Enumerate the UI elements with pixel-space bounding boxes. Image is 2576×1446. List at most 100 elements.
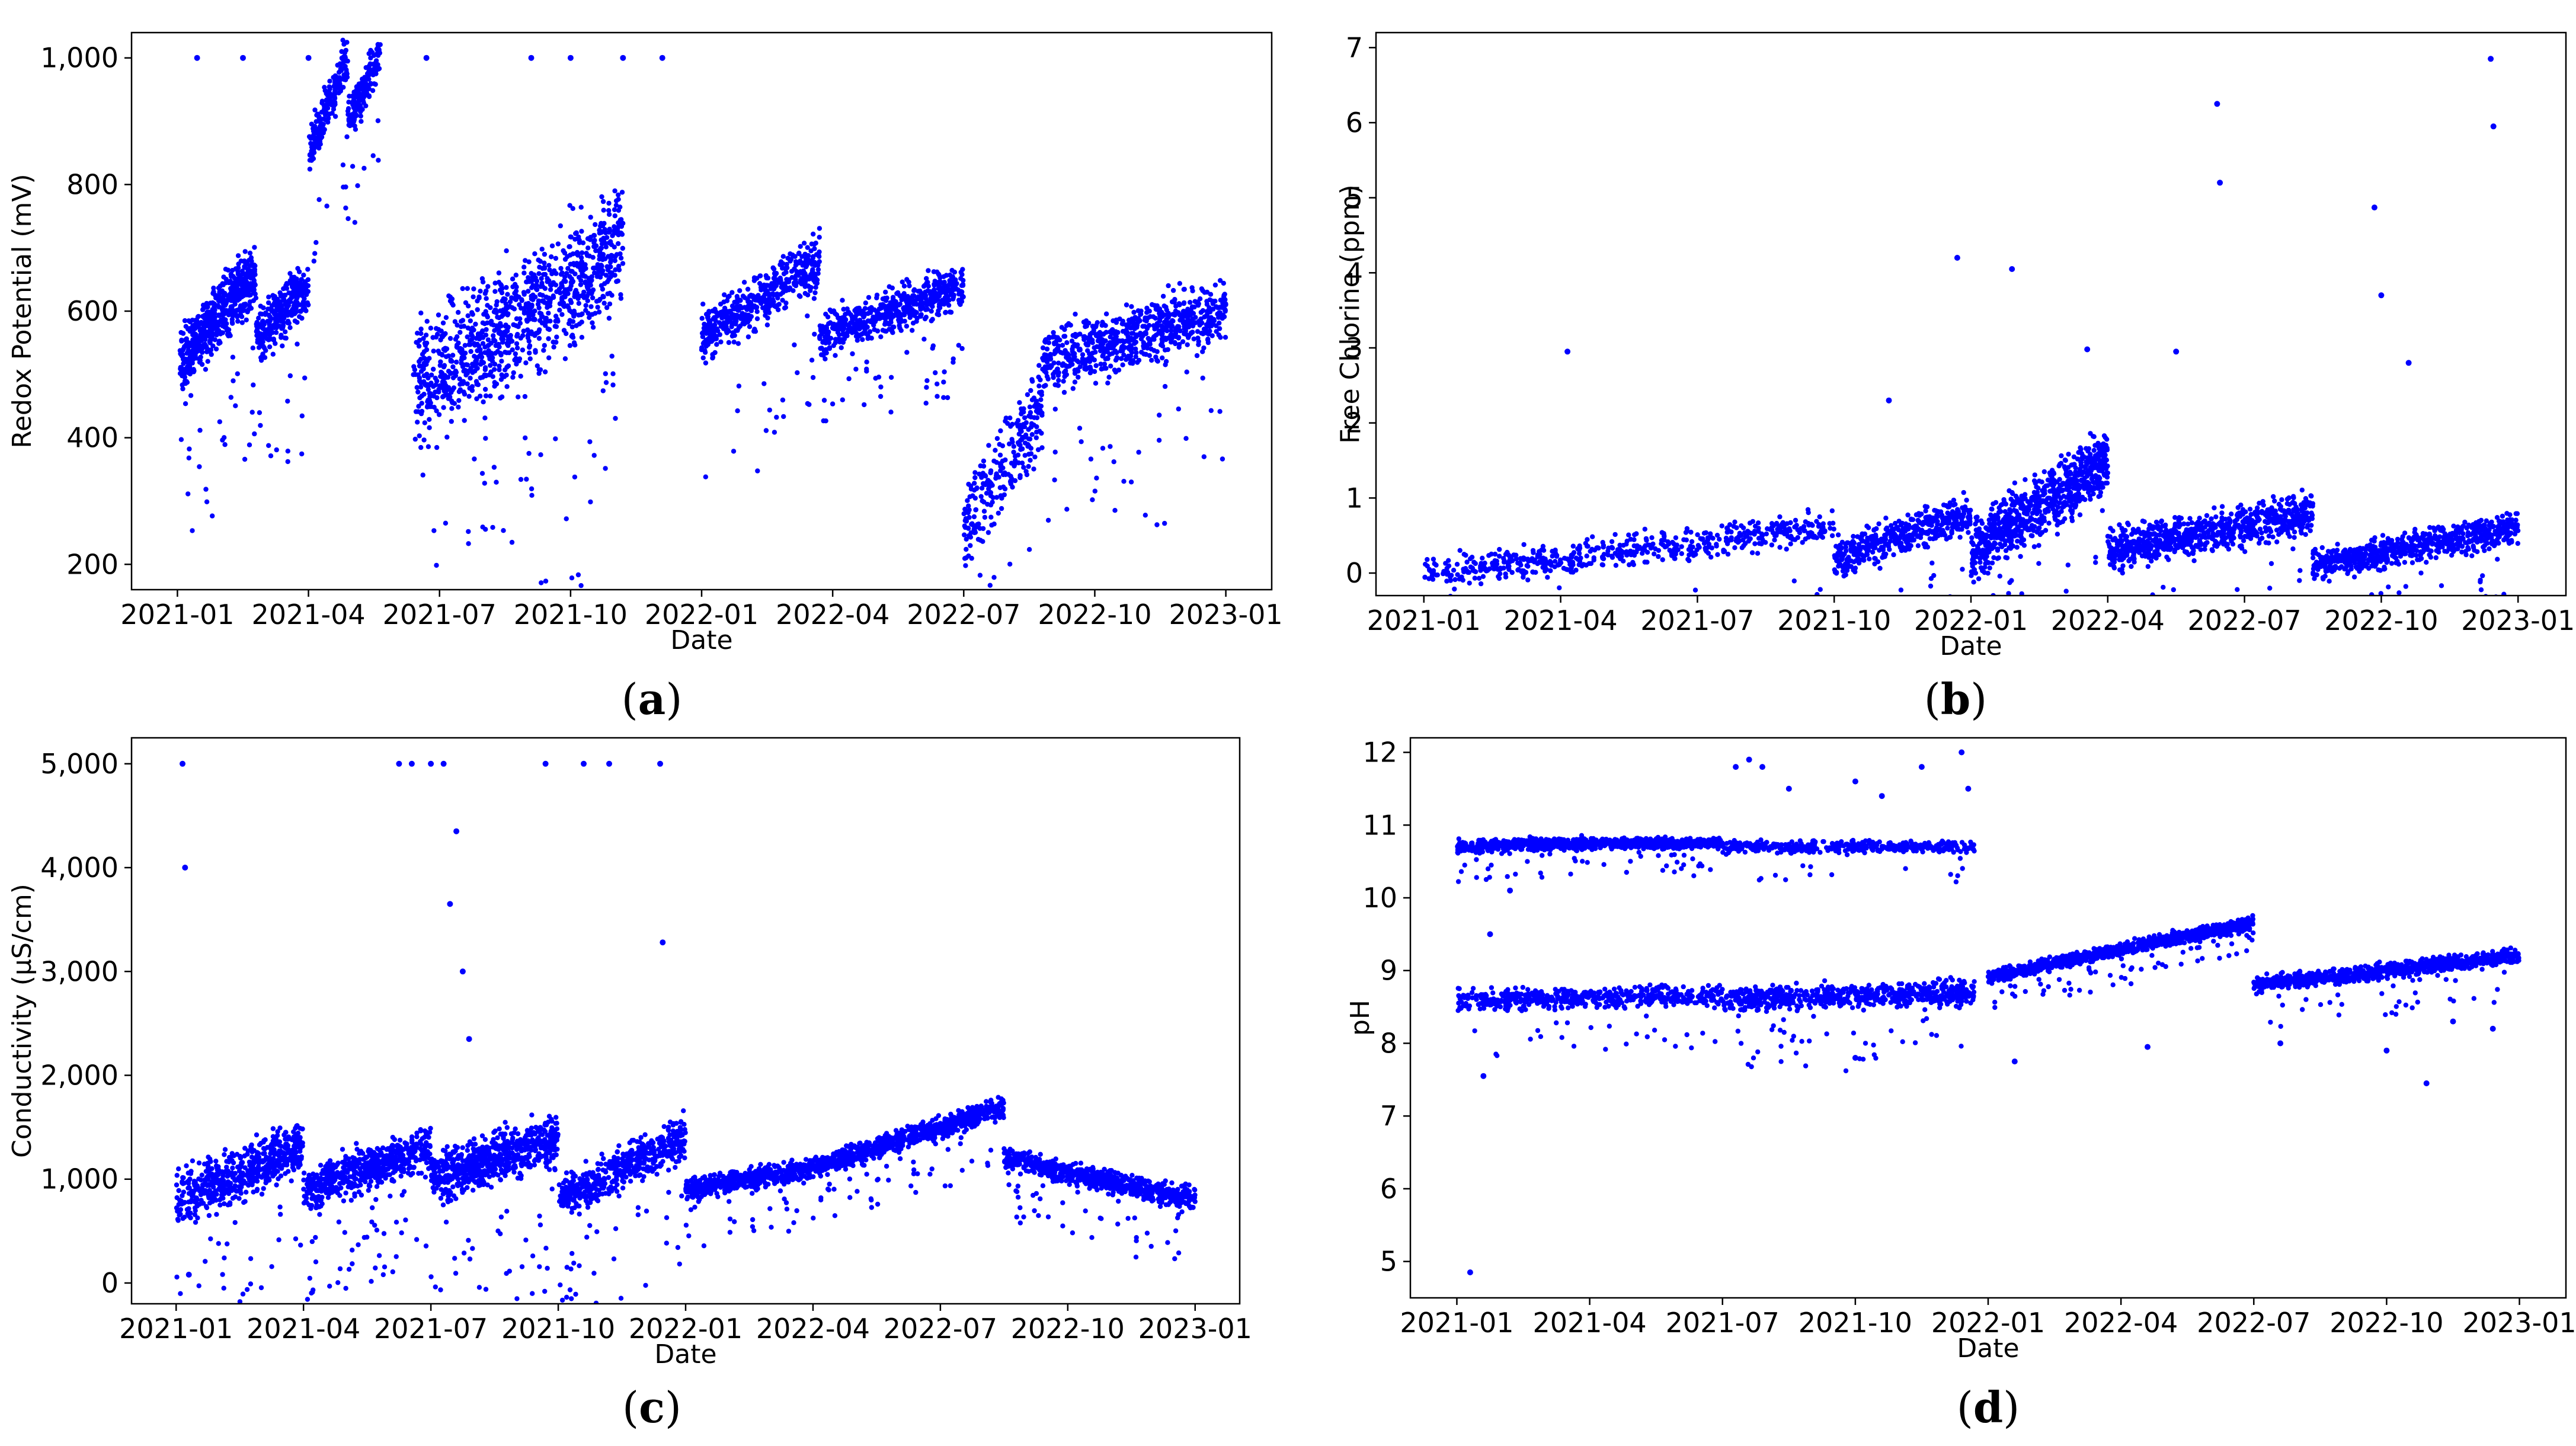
data-point [1054,382,1060,388]
data-point [520,333,526,338]
data-point [1778,525,1783,531]
data-point [802,284,808,289]
data-point [1190,316,1196,322]
data-point [520,347,526,353]
data-point [612,207,617,212]
data-point [588,215,593,220]
data-point [616,264,622,269]
data-point [246,307,251,312]
data-point [805,253,811,258]
data-point [999,495,1004,501]
data-point [578,312,584,318]
data-point [1055,373,1061,378]
data-point [921,337,927,342]
x-tick-label: 2022-07 [907,599,1020,631]
data-point [1100,446,1106,451]
data-point [792,342,797,348]
data-point [577,238,582,243]
data-point [730,330,735,335]
data-point [230,321,235,326]
data-point [1755,520,1761,526]
data-point [814,252,820,257]
data-point [527,356,533,362]
data-point [1457,576,1463,582]
data-point [1033,435,1039,440]
data-point [434,395,440,401]
data-point [496,315,502,321]
data-point [1083,341,1089,347]
data-point [764,303,770,309]
data-point [1626,532,1631,538]
data-point [1041,357,1047,363]
data-point [1039,445,1045,450]
data-point [850,351,855,357]
data-point [1814,519,1819,524]
data-point [500,298,505,303]
data-point [1143,351,1149,357]
data-point [1051,360,1057,366]
data-point [784,277,789,282]
data-point [313,119,319,124]
data-point [1537,554,1542,559]
data-point [193,337,198,342]
data-point [1131,336,1137,341]
data-point [998,428,1003,434]
data-point [886,314,891,319]
data-point [1129,304,1134,309]
data-point [757,273,763,279]
data-point [1161,303,1167,309]
data-point [513,351,518,357]
data-point [229,287,234,293]
data-point [498,282,504,287]
data-point [192,322,197,328]
data-point [1725,551,1731,557]
data-point [1025,392,1031,398]
data-point [867,329,873,334]
data-point [235,253,241,258]
data-point [527,344,532,350]
data-point [925,300,930,306]
data-point [417,433,422,439]
data-point [1112,348,1118,354]
data-point [1036,375,1041,380]
data-point [772,430,777,435]
data-point [1106,375,1112,380]
data-point [1151,348,1157,353]
data-point [454,359,459,365]
data-point [375,41,380,47]
data-point [973,524,978,530]
data-point [279,335,284,340]
data-point [1142,324,1147,329]
data-point [1162,520,1167,526]
data-point [946,302,952,308]
data-point [558,265,564,271]
data-point [1188,320,1193,325]
data-point [1621,543,1626,548]
data-point [806,284,812,289]
data-point [424,347,430,353]
data-point [823,311,828,317]
data-point [895,290,901,296]
data-point [588,304,594,309]
data-point [574,290,580,296]
data-point [518,476,524,482]
data-point [872,307,877,312]
data-point [813,284,818,290]
data-point [575,296,581,301]
data-point [344,134,350,139]
data-point [246,287,252,293]
data-point [1026,452,1032,457]
data-point [733,321,738,327]
data-point [604,305,610,311]
data-point [741,280,747,285]
data-point [1497,546,1502,552]
data-point [299,293,305,298]
data-point [513,273,519,278]
data-point [569,324,575,329]
data-point [523,360,529,366]
data-point [465,370,470,376]
data-point [268,453,274,459]
data-point [1627,618,1631,622]
data-point [207,322,213,327]
data-point [1168,337,1173,342]
